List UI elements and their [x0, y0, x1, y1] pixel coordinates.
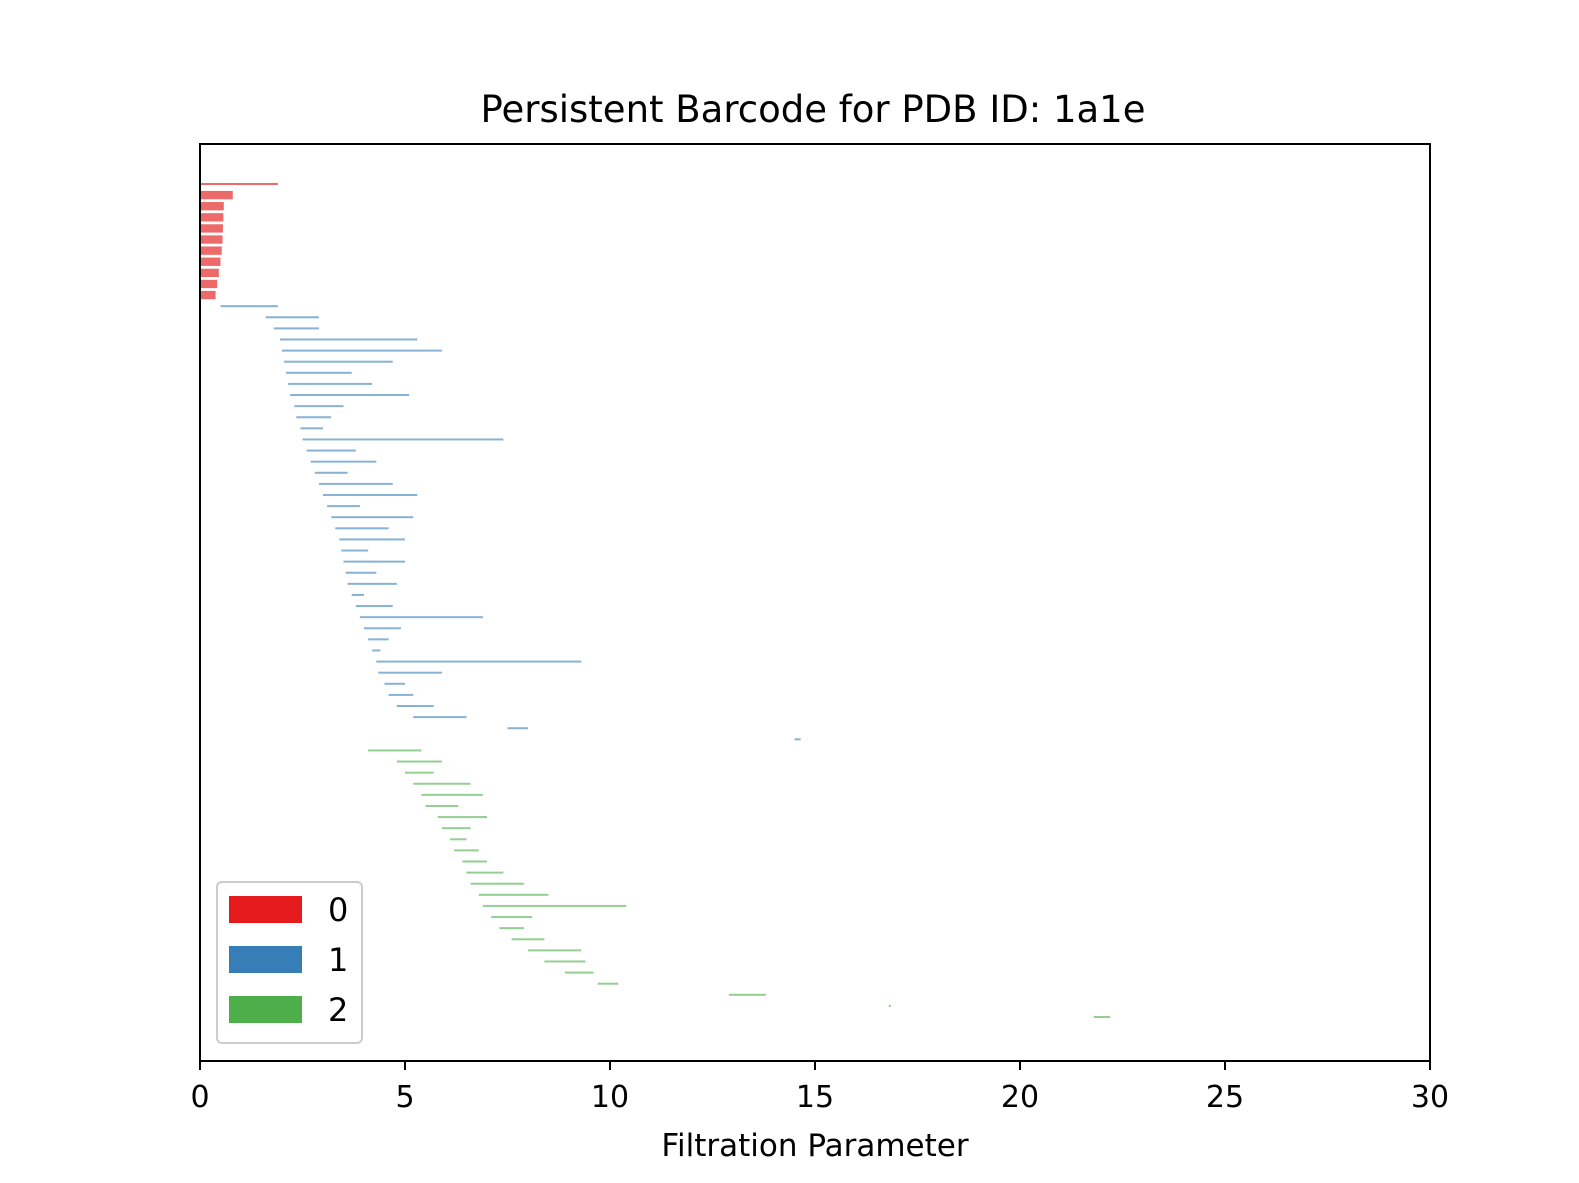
barcode-bar-dim-1 — [296, 416, 332, 419]
barcode-bar-dim-0 — [200, 257, 221, 266]
barcode-bar-dim-1 — [331, 516, 414, 519]
barcode-bar-dim-1 — [355, 605, 393, 608]
barcode-bar-dim-2 — [450, 838, 467, 841]
barcode-bar-dim-1 — [378, 671, 442, 674]
barcode-bar-dim-2 — [466, 871, 504, 874]
barcode-bar-dim-2 — [1093, 1016, 1111, 1018]
legend-label-2: 2 — [328, 991, 348, 1029]
barcode-bar-dim-1 — [413, 716, 467, 719]
barcode-bar-dim-1 — [288, 382, 373, 385]
barcode-bar-dim-1 — [286, 371, 352, 374]
barcode-bar-dim-0 — [200, 235, 223, 244]
barcode-bar-dim-2 — [728, 993, 766, 996]
barcode-bar-dim-1 — [318, 482, 393, 485]
barcode-bar-dim-0 — [200, 268, 219, 278]
barcode-bar-dim-2 — [888, 1004, 891, 1007]
barcode-bar-dim-1 — [376, 660, 582, 663]
legend-swatch-0 — [229, 896, 302, 923]
barcode-bar-dim-0 — [200, 290, 216, 300]
barcode-bar-dim-1 — [335, 527, 389, 530]
barcode-bar-dim-1 — [341, 549, 369, 552]
barcode-bar-dim-1 — [388, 693, 414, 696]
barcode-bar-dim-1 — [265, 316, 319, 319]
barcode-bar-dim-0 — [200, 246, 222, 255]
barcode-bar-dim-2 — [437, 816, 487, 819]
barcode-bar-dim-1 — [794, 738, 801, 741]
barcode-bar-dim-1 — [396, 705, 434, 708]
barcode-bar-dim-1 — [347, 582, 397, 585]
barcode-bar-dim-2 — [499, 927, 524, 930]
barcode-bar-dim-1 — [294, 405, 344, 408]
x-tick-label: 0 — [190, 1080, 209, 1115]
x-axis-ticks: 0 5 10 15 20 25 30 — [190, 1061, 1449, 1115]
barcode-bar-dim-0 — [200, 190, 233, 200]
barcode-bar-dim-1 — [343, 560, 405, 563]
barcode-bar-dim-2 — [441, 827, 471, 830]
barcode-bar-dim-2 — [368, 749, 422, 752]
x-tick-label: 20 — [1001, 1080, 1039, 1115]
barcode-bar-dim-1 — [220, 305, 278, 308]
barcode-bar-dim-2 — [478, 893, 549, 896]
barcode-bar-dim-1 — [302, 438, 504, 441]
legend-swatch-1 — [229, 946, 302, 973]
barcode-bar-dim-1 — [359, 616, 483, 619]
legend-label-1: 1 — [328, 941, 348, 979]
x-tick-label: 10 — [591, 1080, 629, 1115]
chart-title: Persistent Barcode for PDB ID: 1a1e — [481, 88, 1146, 131]
barcode-bar-dim-0 — [200, 202, 224, 211]
barcode-bar-dim-1 — [364, 627, 401, 630]
plot-frame — [199, 143, 1431, 1062]
barcode-bar-dim-2 — [413, 782, 471, 785]
barcode-bar-dim-2 — [462, 860, 487, 863]
barcode-bar-dim-1 — [339, 538, 405, 541]
barcode-bar-dim-2 — [470, 882, 524, 885]
legend: 0 1 2 — [216, 881, 363, 1044]
barcode-bar-dim-1 — [507, 727, 528, 730]
barcode-bar-dim-1 — [279, 338, 418, 341]
barcode-bar-dim-1 — [384, 682, 405, 685]
barcode-bar-dim-1 — [368, 638, 389, 641]
barcode-bar-dim-1 — [300, 427, 323, 430]
barcode-bar-dim-0 — [200, 279, 218, 289]
barcode-bar-dim-1 — [273, 327, 319, 330]
barcode-bar-dim-1 — [284, 360, 393, 363]
x-axis-label: Filtration Parameter — [661, 1128, 968, 1164]
barcode-bar-dim-2 — [597, 982, 619, 985]
barcode-bar-dim-2 — [544, 960, 586, 963]
x-tick-label: 15 — [796, 1080, 834, 1115]
barcode-bar-dim-2 — [405, 771, 434, 774]
barcode-bar-dim-1 — [290, 394, 410, 397]
barcode-bar-dim-1 — [323, 493, 418, 496]
legend-label-0: 0 — [328, 891, 348, 929]
barcode-bar-dim-2 — [491, 916, 533, 919]
barcode-bar-dim-1 — [314, 471, 348, 474]
barcode-bar-dim-1 — [345, 571, 377, 574]
barcode-bar-dim-2 — [421, 793, 483, 796]
barcode-bar-dim-1 — [310, 460, 377, 463]
barcode-bar-dim-2 — [528, 949, 582, 952]
barcode-bar-dim-0 — [200, 224, 223, 233]
barcode-bar-dim-2 — [511, 938, 545, 941]
barcode-bar-dim-2 — [425, 804, 459, 807]
x-tick-label: 30 — [1411, 1080, 1449, 1115]
barcode-bar-dim-1 — [327, 505, 360, 508]
barcode-bar-dim-2 — [396, 760, 442, 763]
barcode-bar-dim-1 — [306, 449, 356, 452]
barcode-bar-dim-2 — [482, 904, 627, 907]
barcode-bar-dim-1 — [351, 593, 364, 596]
x-tick-label: 25 — [1206, 1080, 1244, 1115]
barcode-bar-dim-1 — [282, 349, 442, 352]
legend-swatch-2 — [229, 996, 302, 1023]
barcode-bar-dim-0 — [200, 213, 224, 222]
x-tick-label: 5 — [395, 1080, 414, 1115]
barcode-bar-dim-2 — [564, 971, 594, 974]
barcode-bar-dim-1 — [372, 649, 381, 652]
barcode-bar-dim-2 — [454, 849, 479, 852]
barcode-bars — [200, 183, 1111, 1018]
barcode-bar-dim-0 — [200, 183, 278, 185]
